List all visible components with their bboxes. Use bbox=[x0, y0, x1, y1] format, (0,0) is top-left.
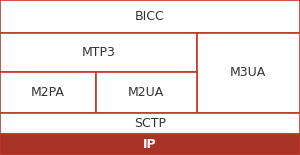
Bar bbox=[0, 33, 196, 72]
Bar bbox=[0, 0, 300, 33]
Bar bbox=[0, 113, 300, 134]
Text: SCTP: SCTP bbox=[134, 117, 166, 130]
Text: M2UA: M2UA bbox=[128, 86, 164, 99]
Text: M2PA: M2PA bbox=[31, 86, 65, 99]
Bar bbox=[96, 72, 196, 113]
Text: M3UA: M3UA bbox=[230, 66, 266, 79]
Bar bbox=[0, 134, 300, 155]
Text: IP: IP bbox=[143, 138, 157, 151]
Bar bbox=[196, 33, 300, 113]
Bar bbox=[0, 72, 96, 113]
Text: MTP3: MTP3 bbox=[81, 46, 115, 59]
Text: BICC: BICC bbox=[135, 10, 165, 23]
